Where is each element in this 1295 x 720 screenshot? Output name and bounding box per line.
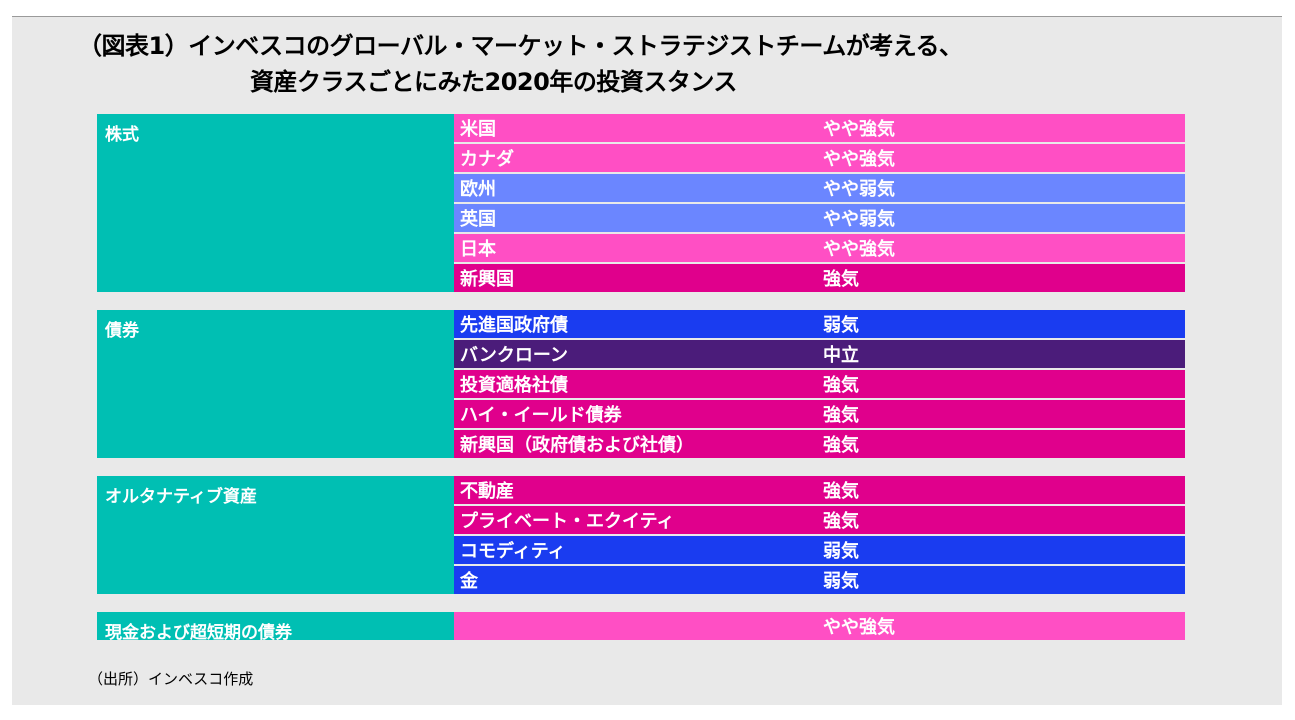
asset-name: 米国 (460, 119, 496, 140)
asset-name: プライベート・エクイティ (460, 511, 675, 532)
table-row: 金 弱気 (454, 566, 1185, 594)
asset-class-label: 債券 (97, 310, 454, 458)
asset-name: 金 (460, 571, 478, 592)
asset-class-label: 株式 (97, 114, 454, 292)
asset-name: 投資適格社債 (460, 375, 568, 396)
stance-label: 弱気 (823, 315, 859, 336)
table-row: 米国 やや強気 (454, 114, 1185, 142)
stance-label: やや弱気 (823, 209, 895, 230)
stance-label: やや強気 (823, 239, 895, 260)
asset-group: 債券 先進国政府債 弱気 バンクローン 中立 投資適格社債 強気 ハイ・イールド債券 強気 新興国… (97, 310, 1185, 458)
table-row: 新興国 強気 (454, 264, 1185, 292)
stance-label: 強気 (823, 435, 859, 456)
asset-rows: 米国 やや強気 カナダ やや強気 欧州 やや弱気 英国 やや弱気 日本 やや強気 新興国 強気 (454, 114, 1185, 292)
title-line-2: 資産クラスごとにみた2020年の投資スタンス (250, 68, 737, 96)
stance-label: 強気 (823, 375, 859, 396)
table-row: 不動産 強気 (454, 476, 1185, 504)
table-row: 新興国（政府債および社債） 強気 (454, 430, 1185, 458)
asset-rows: やや強気 (454, 612, 1185, 640)
table-row: プライベート・エクイティ 強気 (454, 506, 1185, 534)
asset-group: 現金および超短期の債券 やや強気 (97, 612, 1185, 643)
table-row: 投資適格社債 強気 (454, 370, 1185, 398)
stance-label: やや強気 (823, 149, 895, 170)
asset-name: カナダ (460, 149, 514, 170)
asset-name: コモディティ (460, 541, 566, 562)
table-row: 英国 やや弱気 (454, 204, 1185, 232)
table-row: ハイ・イールド債券 強気 (454, 400, 1185, 428)
stance-label: 弱気 (823, 541, 859, 562)
asset-group: オルタナティブ資産 不動産 強気 プライベート・エクイティ 強気 コモディティ 弱気金弱気 (97, 476, 1185, 594)
asset-name: 不動産 (460, 481, 514, 502)
stance-label: やや弱気 (823, 179, 895, 200)
asset-name: 新興国（政府債および社債） (460, 435, 694, 456)
stance-label: 強気 (823, 269, 859, 290)
table-row: バンクローン 中立 (454, 340, 1185, 368)
title-line-1: （図表1）インベスコのグローバル・マーケット・ストラテジストチームが考える、 (78, 32, 963, 60)
stance-label: 強気 (823, 405, 859, 426)
table-row: やや強気 (454, 612, 1185, 640)
asset-rows: 先進国政府債 弱気 バンクローン 中立 投資適格社債 強気 ハイ・イールド債券 強気 新興国（政… (454, 310, 1185, 458)
stance-label: やや強気 (823, 119, 895, 140)
asset-name: 先進国政府債 (460, 315, 568, 336)
asset-group: 株式 米国 やや強気 カナダ やや強気 欧州 やや弱気 英国 やや弱気 日本 やや強気 新興国 強気 (97, 114, 1185, 292)
top-rule (12, 16, 1282, 17)
asset-name: 新興国 (460, 269, 514, 290)
stance-label: 強気 (823, 481, 859, 502)
table-row: 日本 やや強気 (454, 234, 1185, 262)
asset-name: 欧州 (460, 179, 496, 200)
table-row: 先進国政府債 弱気 (454, 310, 1185, 338)
asset-name: ハイ・イールド債券 (460, 405, 622, 426)
table-row: カナダ やや強気 (454, 144, 1185, 172)
stance-label: 弱気 (823, 571, 859, 592)
asset-name: 日本 (460, 239, 496, 260)
table-row: コモディティ 弱気 (454, 536, 1185, 564)
source-note: （出所）インベスコ作成 (88, 670, 254, 688)
asset-class-label: 現金および超短期の債券 (97, 612, 454, 643)
asset-name: バンクローン (460, 345, 568, 366)
asset-class-label: オルタナティブ資産 (97, 476, 454, 594)
asset-name: 英国 (460, 209, 496, 230)
table-row: 欧州 やや弱気 (454, 174, 1185, 202)
stance-label: 中立 (823, 345, 859, 366)
stance-label: 強気 (823, 511, 859, 532)
stance-label: やや強気 (823, 617, 895, 638)
figure-title: （図表1）インベスコのグローバル・マーケット・ストラテジストチームが考える、 資… (78, 28, 963, 100)
asset-rows: 不動産 強気 プライベート・エクイティ 強気 コモディティ 弱気金弱気 (454, 476, 1185, 594)
